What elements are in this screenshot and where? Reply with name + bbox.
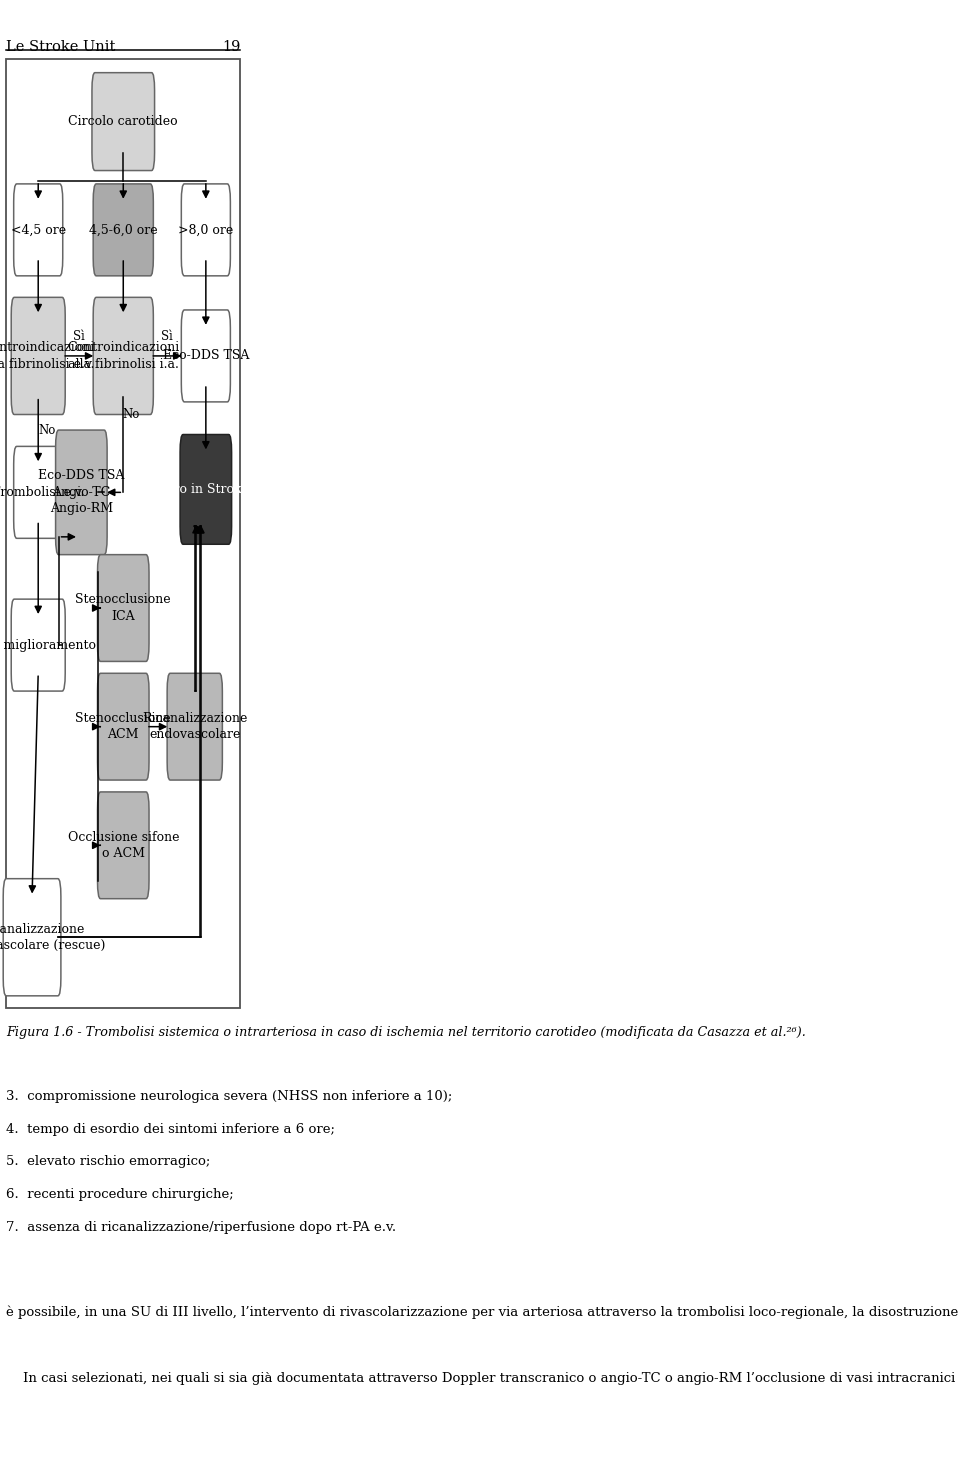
- Text: >8,0 ore: >8,0 ore: [179, 224, 233, 236]
- Text: Occlusione sifone
o ACM: Occlusione sifone o ACM: [67, 830, 179, 860]
- Text: No miglioramento: No miglioramento: [0, 639, 96, 651]
- Text: 4.  tempo di esordio dei sintomi inferiore a 6 ore;: 4. tempo di esordio dei sintomi inferior…: [6, 1123, 335, 1136]
- Text: 5.  elevato rischio emorragico;: 5. elevato rischio emorragico;: [6, 1155, 210, 1169]
- FancyBboxPatch shape: [3, 878, 60, 997]
- Text: Figura 1.6 - Trombolisi sistemica o intrarteriosa in caso di ischemia nel territ: Figura 1.6 - Trombolisi sistemica o intr…: [6, 1026, 805, 1040]
- Text: Eco-DDS TSA: Eco-DDS TSA: [162, 350, 249, 362]
- Text: <4,5 ore: <4,5 ore: [11, 224, 66, 236]
- Text: Eco-DDS TSA
Angio-TC
Angio-RM: Eco-DDS TSA Angio-TC Angio-RM: [38, 469, 125, 516]
- Text: No: No: [39, 424, 57, 437]
- Text: Ricanalizzazione
endovascolare (rescue): Ricanalizzazione endovascolare (rescue): [0, 922, 106, 952]
- FancyBboxPatch shape: [12, 599, 65, 691]
- FancyBboxPatch shape: [98, 792, 149, 899]
- Text: Ricanalizzazione
endovascolare: Ricanalizzazione endovascolare: [142, 712, 248, 742]
- FancyBboxPatch shape: [98, 673, 149, 780]
- Text: In casi selezionati, nei quali si sia già documentata attraverso Doppler transcr: In casi selezionati, nei quali si sia gi…: [6, 1372, 960, 1385]
- Text: Ricovero in Stroke Unit: Ricovero in Stroke Unit: [132, 483, 280, 495]
- FancyBboxPatch shape: [93, 184, 154, 276]
- FancyBboxPatch shape: [98, 555, 149, 661]
- Text: 7.  assenza di ricanalizzazione/riperfusione dopo rt-PA e.v.: 7. assenza di ricanalizzazione/riperfusi…: [6, 1221, 396, 1234]
- FancyBboxPatch shape: [167, 673, 223, 780]
- FancyBboxPatch shape: [181, 310, 230, 402]
- Text: è possibile, in una SU di III livello, l’intervento di rivascolarizzazione per v: è possibile, in una SU di III livello, l…: [6, 1305, 960, 1318]
- Text: Stenocclusione
ICA: Stenocclusione ICA: [76, 593, 171, 623]
- FancyBboxPatch shape: [181, 184, 230, 276]
- Text: Controindicazioni
alla fibrinolisi i.a.: Controindicazioni alla fibrinolisi i.a.: [67, 341, 180, 371]
- Text: 19: 19: [222, 40, 240, 53]
- FancyBboxPatch shape: [180, 435, 231, 544]
- FancyBboxPatch shape: [12, 297, 65, 414]
- FancyBboxPatch shape: [56, 430, 108, 555]
- FancyBboxPatch shape: [93, 297, 154, 414]
- Text: 4,5-6,0 ore: 4,5-6,0 ore: [89, 224, 157, 236]
- Bar: [6, 59, 240, 1008]
- Text: Stenocclusione
ACM: Stenocclusione ACM: [76, 712, 171, 742]
- Text: Trombolisi e.v.: Trombolisi e.v.: [0, 486, 84, 498]
- Text: Controindicazioni
alla fibrinolisi e.v.: Controindicazioni alla fibrinolisi e.v.: [0, 341, 94, 371]
- Text: Sì: Sì: [161, 331, 173, 343]
- Text: 3.  compromissione neurologica severa (NHSS non inferiore a 10);: 3. compromissione neurologica severa (NH…: [6, 1090, 452, 1103]
- Text: Circolo carotideo: Circolo carotideo: [68, 116, 178, 128]
- Text: Sì: Sì: [73, 331, 85, 343]
- Text: 6.  recenti procedure chirurgiche;: 6. recenti procedure chirurgiche;: [6, 1188, 234, 1201]
- FancyBboxPatch shape: [92, 73, 155, 171]
- FancyBboxPatch shape: [13, 446, 62, 538]
- Text: No: No: [122, 408, 139, 421]
- Text: Le Stroke Unit: Le Stroke Unit: [6, 40, 115, 53]
- FancyBboxPatch shape: [13, 184, 62, 276]
